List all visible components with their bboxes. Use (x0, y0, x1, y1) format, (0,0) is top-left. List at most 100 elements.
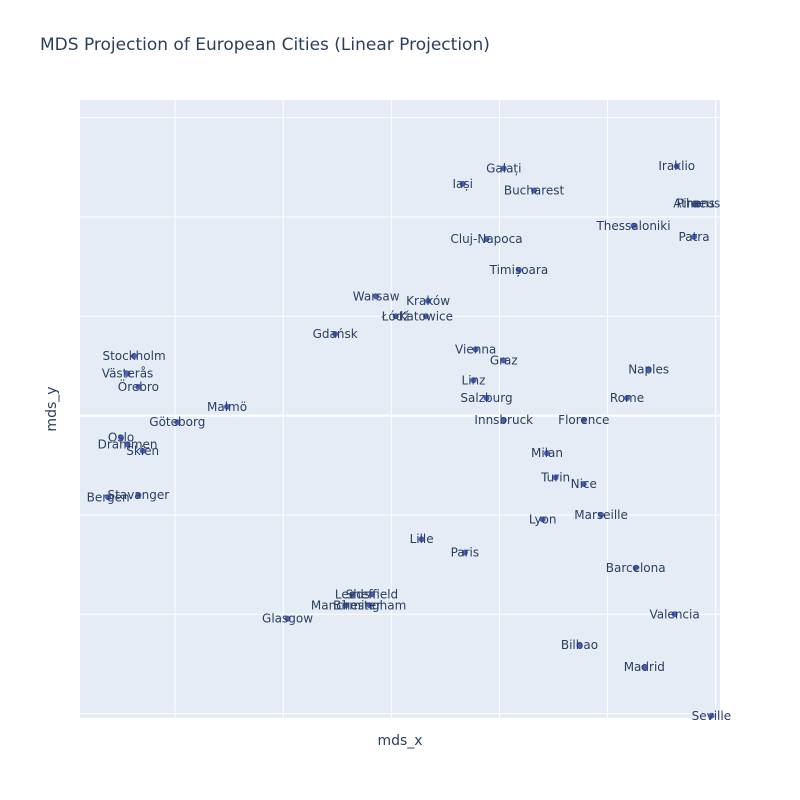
data-label: Innsbruck (474, 413, 533, 427)
data-point[interactable] (691, 233, 698, 240)
data-point[interactable] (131, 353, 138, 360)
data-label: Bilbao (561, 638, 598, 652)
data-point[interactable] (483, 394, 490, 401)
data-point[interactable] (472, 346, 479, 353)
data-label: Thessaloniki (595, 219, 670, 233)
data-label: Linz (462, 373, 486, 387)
data-point[interactable] (483, 236, 490, 243)
data-point[interactable] (515, 266, 522, 273)
data-point[interactable] (373, 293, 380, 300)
data-point[interactable] (418, 536, 425, 543)
data-point[interactable] (552, 474, 559, 481)
data-point[interactable] (124, 370, 131, 377)
data-label: Leeds (335, 587, 370, 601)
data-label: Seville (692, 709, 732, 723)
data-label: Marseille (574, 508, 628, 522)
data-point[interactable] (708, 712, 715, 719)
data-label: Manchester (311, 598, 381, 612)
data-point[interactable] (392, 313, 399, 320)
data-point[interactable] (470, 377, 477, 384)
data-label: Graz (490, 353, 518, 367)
data-point[interactable] (531, 187, 538, 194)
data-label: Warsaw (353, 289, 400, 303)
data-label: Vienna (455, 342, 496, 356)
data-point[interactable] (580, 417, 587, 424)
data-point[interactable] (641, 664, 648, 671)
data-label: Florence (558, 413, 609, 427)
data-point[interactable] (580, 481, 587, 488)
data-point[interactable] (342, 602, 349, 609)
data-label: Barcelona (606, 561, 666, 575)
data-label: Stavanger (108, 488, 170, 502)
data-point[interactable] (645, 366, 652, 373)
data-label: Skien (126, 444, 159, 458)
data-label: Bergen (87, 490, 130, 504)
data-label: Rome (610, 391, 644, 405)
data-label: Drammen (98, 437, 158, 451)
x-axis-title: mds_x (377, 733, 422, 749)
data-label: Timișoara (489, 263, 549, 277)
data-label: Malmö (207, 400, 247, 414)
data-point[interactable] (349, 591, 356, 598)
data-point[interactable] (576, 642, 583, 649)
data-point[interactable] (135, 383, 142, 390)
data-point[interactable] (598, 511, 605, 518)
data-label: Madrid (624, 660, 665, 674)
data-point[interactable] (632, 564, 639, 571)
data-label: Paris (451, 545, 480, 559)
data-label: Örebro (118, 378, 159, 394)
data-point[interactable] (459, 180, 466, 187)
grid-lines (80, 100, 720, 718)
data-point[interactable] (105, 494, 112, 501)
data-point[interactable] (624, 394, 631, 401)
data-label: Oslo (108, 431, 134, 445)
data-point[interactable] (422, 313, 429, 320)
data-point[interactable] (332, 330, 339, 337)
data-point[interactable] (366, 602, 373, 609)
data-label: Salzburg (460, 391, 512, 405)
data-label: Naples (628, 362, 669, 376)
data-label: Piraeus (676, 197, 720, 211)
data-label: Sheffield (346, 587, 399, 601)
data-point[interactable] (691, 200, 698, 207)
data-point[interactable] (224, 403, 231, 410)
data-point[interactable] (500, 357, 507, 364)
data-point[interactable] (135, 492, 142, 499)
data-point[interactable] (425, 297, 432, 304)
data-point[interactable] (368, 591, 375, 598)
data-label: Valencia (649, 607, 699, 621)
data-label: Galați (486, 161, 521, 175)
data-point[interactable] (500, 417, 507, 424)
plot-area (80, 100, 720, 718)
data-point[interactable] (118, 434, 125, 441)
data-point[interactable] (124, 441, 131, 448)
data-point[interactable] (139, 447, 146, 454)
y-axis-title: mds_y (44, 386, 60, 431)
data-point[interactable] (539, 516, 546, 523)
data-label: Västerås (102, 367, 154, 381)
data-point[interactable] (630, 222, 637, 229)
data-label: Bucharest (504, 183, 565, 197)
data-label: Gdańsk (313, 327, 358, 341)
data-point[interactable] (673, 163, 680, 170)
data-point[interactable] (671, 611, 678, 618)
data-label: Lyon (529, 512, 557, 526)
data-label: Turin (540, 470, 570, 484)
data-label: Kraków (406, 294, 450, 308)
data-point[interactable] (284, 615, 291, 622)
data-point[interactable] (461, 549, 468, 556)
data-label: Glasgow (262, 612, 313, 626)
data-label: Iași (452, 177, 472, 191)
data-points (105, 163, 715, 719)
data-point[interactable] (695, 200, 702, 207)
data-label: Milan (531, 446, 563, 460)
data-label: Patra (679, 230, 710, 244)
data-point[interactable] (500, 165, 507, 172)
data-label: Stockholm (102, 349, 165, 363)
data-point[interactable] (174, 419, 181, 426)
data-label: Łódź (381, 309, 410, 323)
data-label: Birmingham (333, 598, 406, 612)
data-point[interactable] (544, 450, 551, 457)
